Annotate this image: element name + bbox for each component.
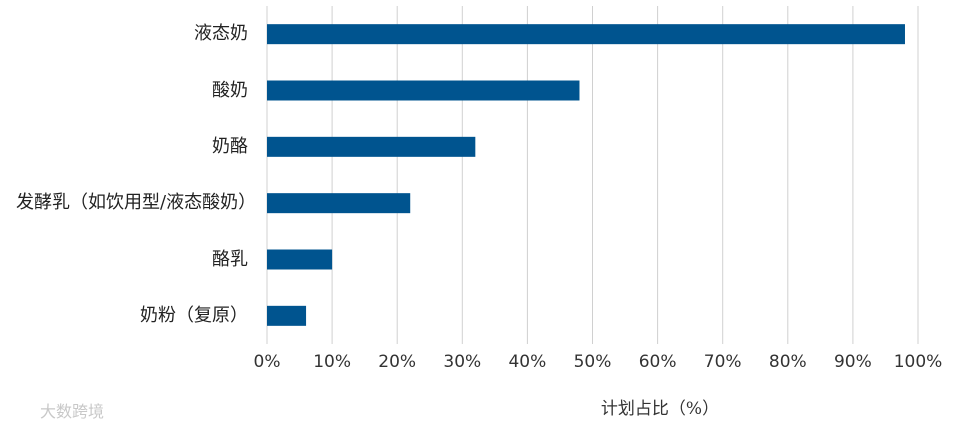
- x-tick-label: 50%: [573, 352, 612, 372]
- bar: [267, 80, 580, 101]
- y-tick-label: 发酵乳（如饮用型/液态酸奶）: [16, 192, 257, 214]
- x-tick-label: 100%: [893, 352, 943, 372]
- watermark: 大数跨境: [40, 402, 105, 421]
- x-tick-label: 10%: [313, 352, 351, 372]
- bar: [267, 305, 307, 326]
- bar: [267, 24, 905, 45]
- bar: [267, 193, 411, 214]
- y-tick-label: 奶粉（复原）: [140, 304, 248, 326]
- bar: [267, 249, 333, 270]
- x-tick-label: 90%: [833, 352, 872, 372]
- x-tick-label: 40%: [508, 352, 547, 372]
- y-tick-label: 液态奶: [194, 23, 248, 45]
- y-tick-label: 酪乳: [212, 248, 248, 270]
- x-tick-label: 0%: [253, 352, 281, 372]
- x-tick-label: 30%: [443, 352, 482, 372]
- y-tick-label: 酸奶: [212, 79, 248, 101]
- x-tick-label: 70%: [703, 352, 742, 372]
- y-tick-label: 奶酪: [212, 135, 248, 157]
- x-tick-label: 80%: [768, 352, 807, 372]
- bar: [267, 136, 476, 157]
- x-axis-title: 计划占比（%）: [600, 399, 720, 419]
- x-tick-label: 60%: [638, 352, 677, 372]
- x-tick-label: 20%: [378, 352, 417, 372]
